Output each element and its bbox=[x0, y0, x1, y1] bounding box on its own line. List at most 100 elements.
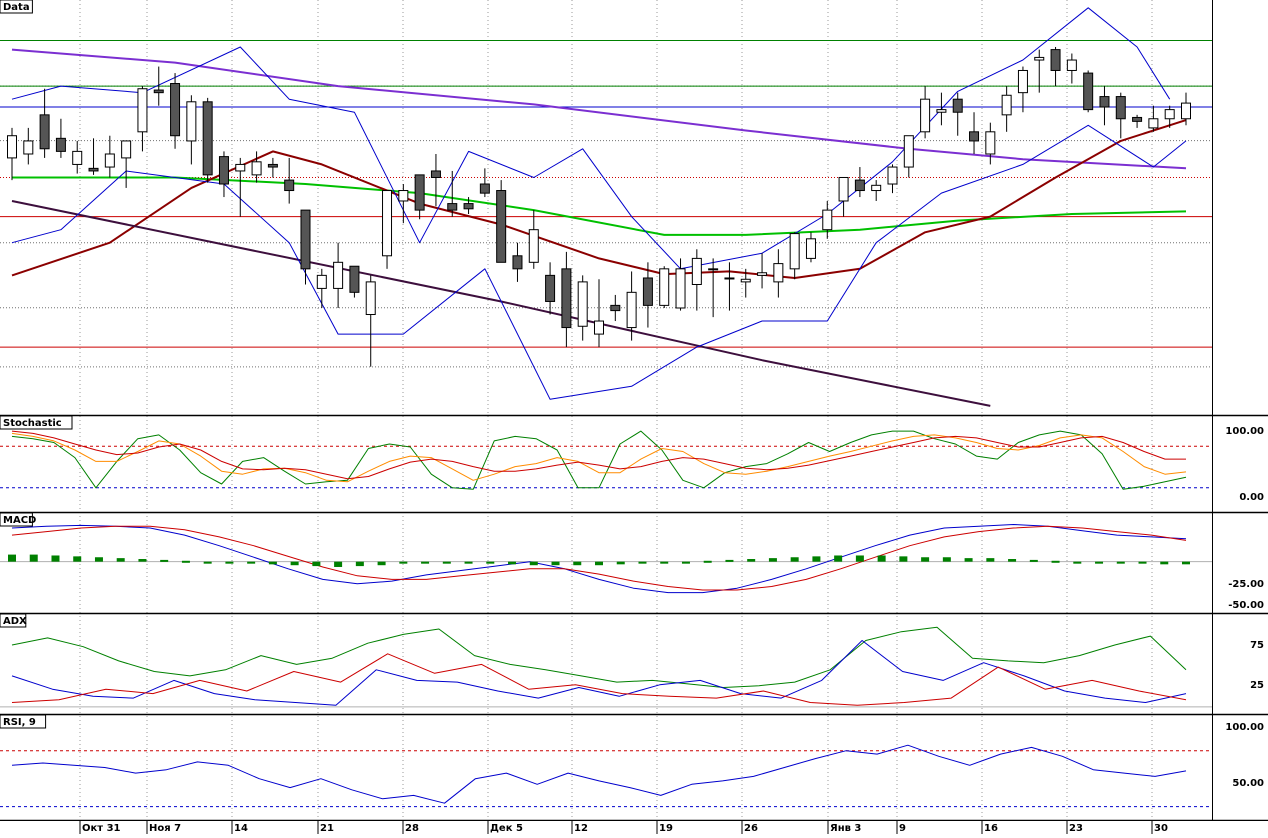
candle bbox=[642, 262, 653, 328]
macd-histogram-bar bbox=[964, 558, 973, 562]
adx-line-1 bbox=[11, 640, 1187, 706]
candle-body-down bbox=[349, 265, 360, 293]
price-series-band-upper bbox=[11, 7, 1171, 270]
candle bbox=[463, 197, 474, 215]
candle bbox=[740, 268, 751, 298]
macd-histogram-bar bbox=[681, 561, 690, 564]
candle bbox=[251, 151, 262, 183]
rsi-tick-0: 100.00 bbox=[1225, 722, 1264, 733]
candle bbox=[55, 118, 66, 158]
pane-title-adx: ADX bbox=[3, 616, 27, 627]
adx-tick-0: 75 bbox=[1250, 640, 1264, 651]
candle-body-down bbox=[39, 114, 50, 150]
x-tick-label-11: 16 bbox=[984, 823, 998, 834]
candle bbox=[1083, 70, 1094, 113]
candle bbox=[724, 262, 735, 311]
candle bbox=[626, 271, 637, 341]
candle-body-up bbox=[789, 233, 800, 270]
candle bbox=[88, 138, 99, 175]
candle-body-down bbox=[267, 163, 278, 168]
candle-body-up bbox=[691, 257, 702, 285]
candle-body-up bbox=[251, 161, 262, 176]
candle bbox=[920, 86, 931, 139]
candle bbox=[430, 153, 441, 207]
x-tick-label-3: 21 bbox=[320, 823, 334, 834]
macd-histogram-bar bbox=[725, 559, 734, 562]
macd-histogram-bar bbox=[268, 561, 277, 565]
candle-body-down bbox=[1083, 72, 1094, 111]
macd-histogram-bar bbox=[355, 561, 364, 567]
candle-body-down bbox=[642, 277, 653, 306]
macd-histogram-bar bbox=[225, 561, 234, 564]
candle-body-up bbox=[365, 281, 376, 316]
macd-line-0 bbox=[11, 524, 1187, 594]
stochastic-line-0 bbox=[11, 430, 1187, 490]
candle-body-down bbox=[463, 203, 474, 210]
candle bbox=[7, 127, 17, 181]
candle-body-up bbox=[333, 261, 344, 289]
candle-body-down bbox=[88, 167, 99, 172]
candle-body-up bbox=[1148, 118, 1159, 129]
candle bbox=[789, 232, 800, 280]
rsi-tick-1: 50.00 bbox=[1232, 778, 1264, 789]
candle bbox=[235, 157, 246, 217]
macd-histogram-bar bbox=[942, 557, 951, 562]
candle-body-up bbox=[72, 150, 83, 165]
candle bbox=[349, 265, 360, 298]
candle-body-up bbox=[137, 88, 148, 133]
macd-histogram-bar bbox=[1073, 561, 1082, 564]
candle bbox=[1017, 66, 1028, 113]
candle bbox=[691, 249, 702, 311]
macd-histogram-bar bbox=[790, 557, 799, 562]
candle-body-up bbox=[708, 268, 719, 271]
candle-body-up bbox=[121, 140, 132, 159]
macd-histogram-bar bbox=[1160, 561, 1169, 565]
candle bbox=[121, 140, 132, 188]
macd-histogram-bar bbox=[421, 561, 430, 564]
candle-body-down bbox=[969, 131, 980, 142]
macd-histogram-bar bbox=[747, 559, 756, 562]
candle-body-down bbox=[545, 274, 556, 302]
pane-title-macd: MACD bbox=[3, 515, 36, 526]
candle bbox=[528, 210, 539, 269]
candle-body-up bbox=[577, 281, 588, 327]
x-tick-label-9: Янв 3 bbox=[830, 823, 861, 834]
candle bbox=[153, 66, 164, 106]
macd-histogram-bar bbox=[877, 555, 886, 562]
candle-body-down bbox=[1132, 116, 1143, 122]
price-series-ma-long bbox=[11, 48, 1187, 170]
macd-histogram-bar bbox=[660, 561, 669, 564]
x-tick-label-13: 30 bbox=[1154, 823, 1168, 834]
candle-body-up bbox=[903, 135, 914, 168]
pane-title-box-2 bbox=[0, 512, 33, 527]
macd-histogram-bar bbox=[312, 561, 321, 567]
macd-histogram-bar bbox=[1008, 559, 1017, 562]
candle-body-down bbox=[1050, 49, 1061, 71]
pane-title-price: Data bbox=[3, 2, 30, 13]
candle-body-up bbox=[1034, 56, 1045, 61]
candle bbox=[284, 157, 295, 204]
candle bbox=[398, 184, 409, 224]
candle bbox=[447, 170, 458, 217]
candle bbox=[479, 168, 490, 198]
x-tick-label-2: 14 bbox=[234, 823, 248, 834]
candle-body-up bbox=[871, 184, 882, 192]
candle-body-up bbox=[1017, 69, 1028, 94]
candle-body-up bbox=[659, 268, 670, 306]
candle-body-up bbox=[398, 190, 409, 202]
candle bbox=[316, 268, 327, 308]
candle-body-down bbox=[218, 156, 229, 185]
candle-body-down bbox=[512, 255, 523, 270]
candle-body-up bbox=[186, 101, 197, 142]
candle-body-up bbox=[1164, 109, 1175, 120]
macd-histogram-bar bbox=[638, 561, 647, 564]
candle bbox=[39, 88, 50, 158]
candle bbox=[267, 157, 278, 178]
stochastic-line-1 bbox=[11, 432, 1187, 483]
macd-tick-0: -25.00 bbox=[1228, 579, 1264, 590]
macd-histogram-bar bbox=[203, 561, 212, 564]
candle bbox=[137, 86, 148, 152]
candle-body-down bbox=[153, 89, 164, 94]
right-axis-column bbox=[1212, 0, 1268, 834]
candle bbox=[708, 258, 719, 318]
